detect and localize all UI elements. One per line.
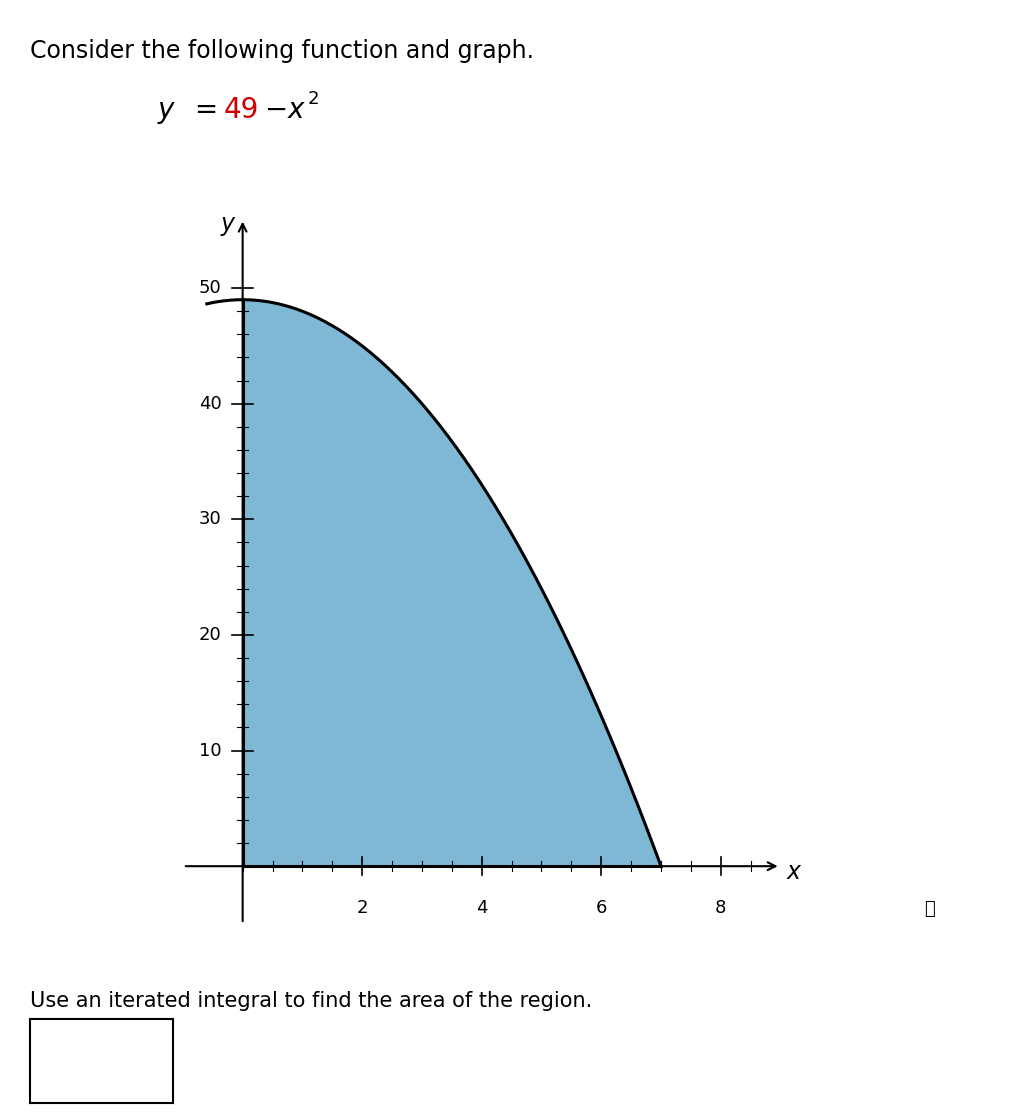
Text: 8: 8 xyxy=(715,898,726,916)
Text: 10: 10 xyxy=(199,741,221,759)
Text: 2: 2 xyxy=(357,898,368,916)
Text: Use an iterated integral to find the area of the region.: Use an iterated integral to find the are… xyxy=(30,991,592,1011)
Text: 50: 50 xyxy=(199,279,221,297)
Text: 4: 4 xyxy=(475,898,488,916)
Text: −: − xyxy=(256,95,297,123)
Text: 49: 49 xyxy=(224,95,259,123)
Text: y: y xyxy=(157,95,174,123)
Text: 30: 30 xyxy=(199,511,221,529)
Text: ⓘ: ⓘ xyxy=(925,900,935,918)
Text: 2: 2 xyxy=(308,90,319,109)
Text: y: y xyxy=(220,212,235,236)
Text: x: x xyxy=(288,95,304,123)
Text: x: x xyxy=(786,860,801,884)
Text: Consider the following function and graph.: Consider the following function and grap… xyxy=(30,39,534,63)
Text: 40: 40 xyxy=(199,394,221,413)
Text: =: = xyxy=(186,95,227,123)
Text: 6: 6 xyxy=(595,898,607,916)
Text: 20: 20 xyxy=(199,626,221,644)
